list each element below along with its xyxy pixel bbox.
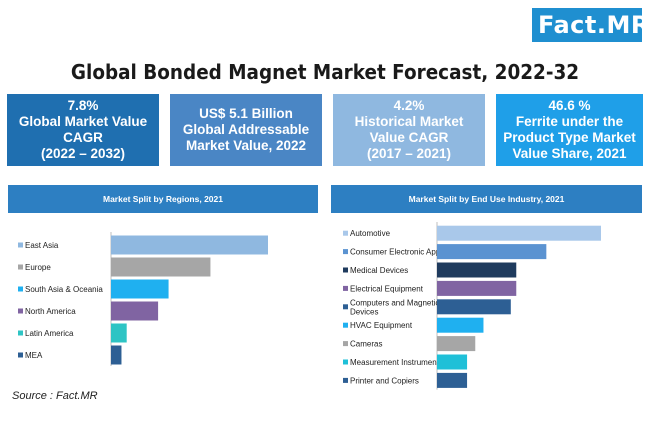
- legend-marker-south-asia-oceania: [18, 286, 23, 292]
- bar-automotive: [437, 225, 601, 241]
- category-label-north-america: North America: [25, 307, 76, 316]
- legend-marker-electrical-equipment: [343, 285, 348, 291]
- kpi-line: Value Share, 2021: [512, 146, 627, 161]
- fact-mr-logo: Fact.MR: [532, 8, 649, 42]
- kpi-line: US$ 5.1 Billion: [199, 106, 293, 121]
- category-label-hvac-equipment: HVAC Equipment: [350, 321, 413, 330]
- end-use-chart-title: Market Split by End Use Industry, 2021: [331, 185, 642, 213]
- kpi-line: 7.8%: [67, 98, 99, 113]
- bar-medical-devices: [437, 262, 517, 278]
- category-label-europe: Europe: [25, 263, 51, 272]
- bar-latin-america: [111, 323, 127, 343]
- bar-north-america: [111, 301, 159, 321]
- bar-cameras: [437, 336, 476, 352]
- category-label-automotive: Automotive: [350, 229, 391, 238]
- kpi-line: 46.6 %: [548, 98, 591, 113]
- category-label-electrical-equipment: Electrical Equipment: [350, 284, 424, 293]
- category-label-measurement-instruments: Measurement Instruments: [350, 358, 443, 367]
- bar-europe: [111, 257, 211, 277]
- kpi-line: Historical Market: [354, 114, 464, 129]
- kpi-card-market-value: US$ 5.1 Billion Global Addressable Marke…: [170, 94, 322, 166]
- kpi-line: (2017 – 2021): [366, 146, 452, 161]
- kpi-line: Value CAGR: [369, 130, 449, 145]
- source-note: Source : Fact.MR: [12, 390, 98, 402]
- legend-marker-consumer-electronic-appliances: [343, 249, 348, 255]
- kpi-line: 4.2%: [393, 98, 425, 113]
- kpi-card-cagr: 7.8% Global Market Value CAGR (2022 – 20…: [7, 94, 159, 166]
- kpi-line: (2022 – 2032): [40, 146, 126, 161]
- category-label-south-asia-oceania: South Asia & Oceania: [25, 285, 103, 294]
- category-label-medical-devices: Medical Devices: [350, 266, 408, 275]
- regions-chart-title: Market Split by Regions, 2021: [8, 185, 318, 213]
- kpi-line: CAGR: [63, 130, 103, 145]
- legend-marker-europe: [18, 264, 23, 270]
- category-label-consumer-electronic-appliances: Consumer Electronic Appliances: [350, 248, 465, 257]
- bar-measurement-instruments: [437, 354, 468, 370]
- legend-marker-east-asia: [18, 242, 23, 248]
- kpi-line: Global Addressable: [182, 122, 310, 137]
- category-label-printer-and-copiers: Printer and Copiers: [350, 376, 419, 385]
- category-label-latin-america: Latin America: [25, 329, 74, 338]
- legend-marker-mea: [18, 352, 23, 358]
- bar-electrical-equipment: [437, 280, 517, 296]
- legend-marker-north-america: [18, 308, 23, 314]
- bar-consumer-electronic-appliances: [437, 244, 547, 260]
- bar-printer-and-copiers: [437, 372, 468, 388]
- legend-marker-latin-america: [18, 330, 23, 336]
- legend-marker-hvac-equipment: [343, 322, 348, 328]
- legend-marker-automotive: [343, 230, 348, 236]
- kpi-line: Global Market Value: [18, 114, 148, 129]
- kpi-card-historical-cagr: 4.2% Historical Market Value CAGR (2017 …: [333, 94, 485, 166]
- category-label-mea: MEA: [25, 351, 43, 360]
- category-label-cameras: Cameras: [350, 340, 382, 349]
- legend-marker-cameras: [343, 341, 348, 347]
- category-label-east-asia: East Asia: [25, 241, 59, 250]
- bar-computers-and-magnetic-storage-devices: [437, 299, 511, 315]
- kpi-line: Ferrite under the: [515, 114, 624, 129]
- bar-mea: [111, 345, 122, 365]
- bar-east-asia: [111, 235, 268, 255]
- legend-marker-computers-and-magnetic-storage-devices: [343, 304, 348, 310]
- legend-marker-measurement-instruments: [343, 359, 348, 365]
- page-title: Global Bonded Magnet Market Forecast, 20…: [70, 60, 580, 84]
- legend-marker-printer-and-copiers: [343, 377, 348, 383]
- bar-hvac-equipment: [437, 317, 484, 333]
- bar-south-asia-oceania: [111, 279, 169, 299]
- kpi-card-ferrite-share: 46.6 % Ferrite under the Product Type Ma…: [496, 94, 643, 166]
- category-label-computers-and-magnetic-storage-devices: Computers and Magnetic Storage Devices: [350, 298, 470, 316]
- kpi-line: Product Type Market: [503, 130, 636, 145]
- kpi-line: Market Value, 2022: [185, 138, 307, 153]
- legend-marker-medical-devices: [343, 267, 348, 273]
